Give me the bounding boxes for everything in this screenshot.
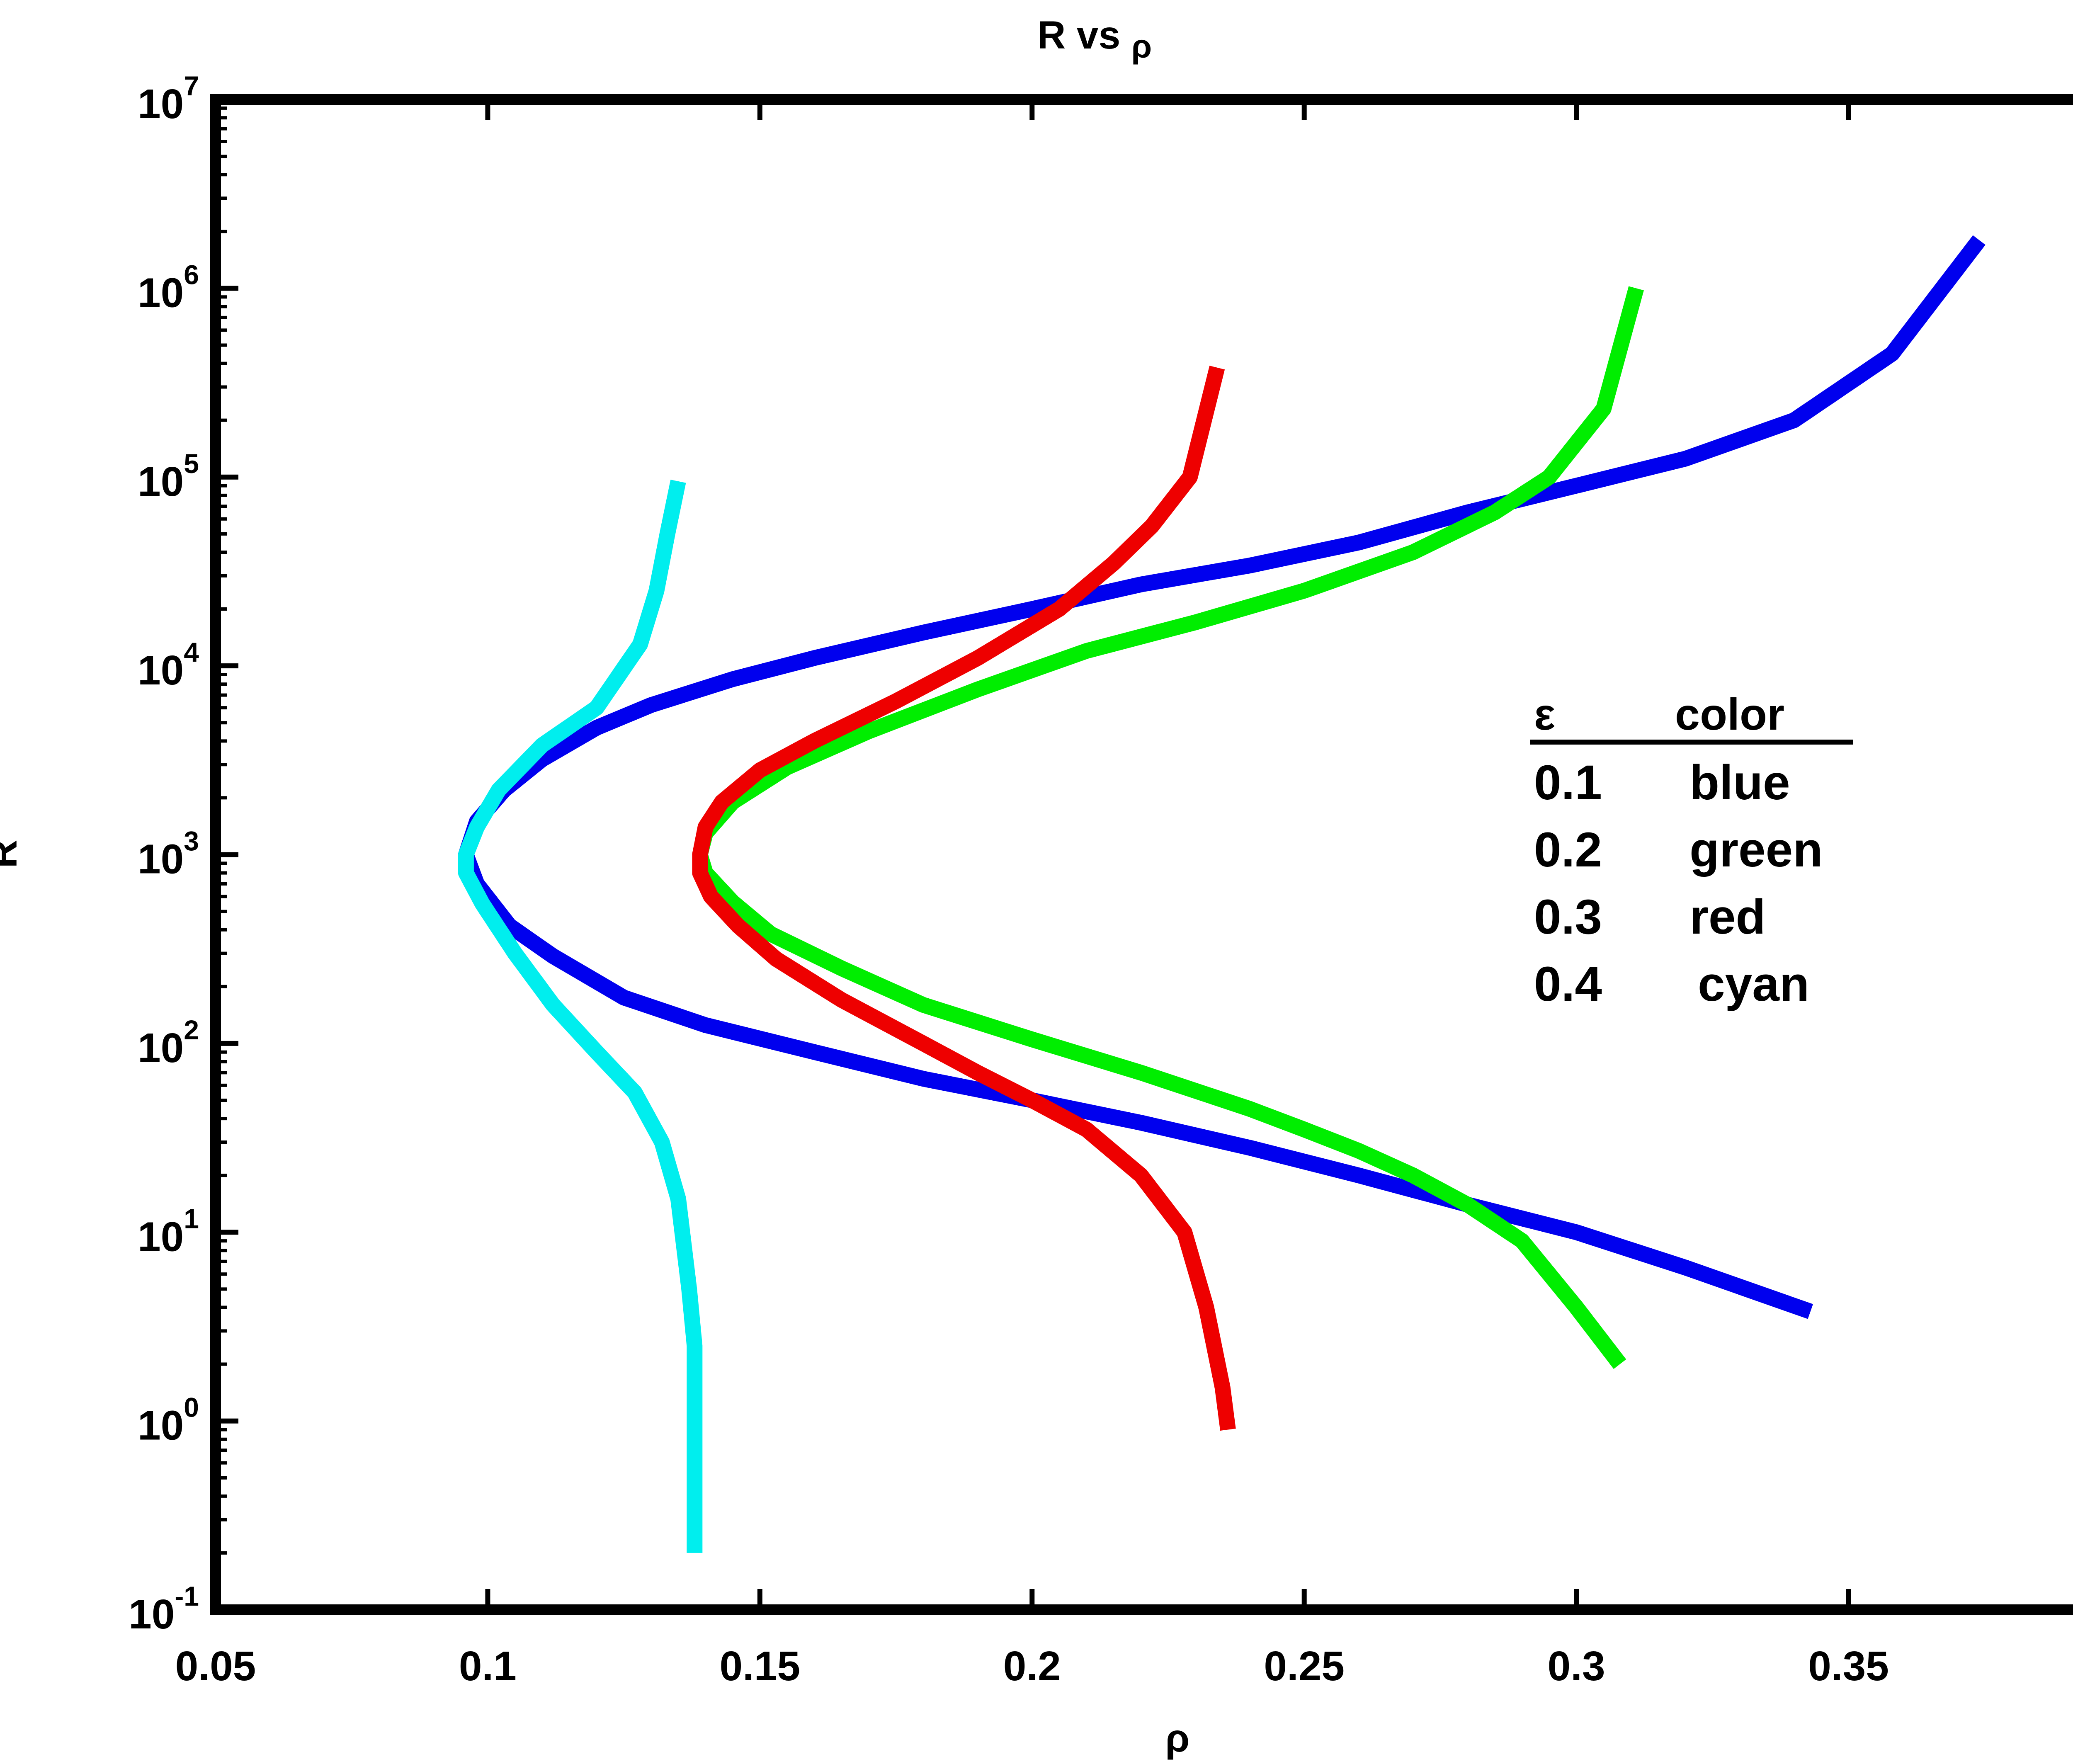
y-tick-base: 10 [138,647,184,694]
y-tick-exponent: 1 [184,1203,199,1234]
y-tick-label: 105 [138,448,199,505]
y-tick-base: 10 [138,836,184,883]
legend-row-4-color: cyan [1698,957,1809,1012]
y-tick-exponent: 6 [184,259,199,290]
series-lines [458,235,1986,1553]
x-tick-label: 0.25 [1264,1643,1345,1689]
y-tick-base: 10 [138,269,184,316]
y-tick-base: 10 [138,459,184,505]
legend-header-color: color [1675,689,1784,739]
legend-row-3-color: red [1689,890,1766,944]
chart-title: R vs ρ [1037,13,1152,65]
x-tick-label: 0.1 [459,1643,517,1689]
legend-header-epsilon: ε [1534,689,1555,739]
x-axis-ticks: 0.050.10.150.20.250.30.350.4 [175,99,1889,1689]
legend-row-2-color: green [1689,823,1823,877]
y-tick-label: 104 [138,637,199,694]
y-tick-label: 107 [138,70,199,127]
y-tick-exponent: 4 [184,637,199,667]
y-tick-exponent: 3 [184,826,199,857]
y-tick-exponent: 5 [184,448,199,479]
y-tick-base: 10 [129,1591,175,1638]
legend-row-4-epsilon: 0.4 [1534,957,1602,1012]
y-tick-exponent: 2 [184,1014,199,1045]
x-tick-label: 0.15 [720,1643,801,1689]
y-tick-label: 102 [138,1014,199,1071]
y-tick-base: 10 [138,1025,184,1071]
y-tick-exponent: 0 [184,1392,199,1423]
series-line-3 [692,366,1236,1431]
plot-frame [210,94,2073,1615]
legend-row-2-epsilon: 0.2 [1534,823,1602,877]
series-line-4 [458,480,703,1553]
y-tick-base: 10 [138,1402,184,1449]
y-tick-base: 10 [138,1213,184,1260]
y-tick-label: 101 [138,1203,199,1260]
y-tick-label: 103 [138,826,199,883]
x-axis-label: ρ [1165,1716,1190,1760]
y-tick-label: 100 [138,1392,199,1449]
x-tick-label: 0.2 [1003,1643,1061,1689]
chart-title-sub: ρ [1131,28,1152,65]
legend-row-3-epsilon: 0.3 [1534,890,1602,944]
x-tick-label: 0.3 [1548,1643,1605,1689]
x-tick-label: 0.05 [175,1643,256,1689]
y-tick-label: 106 [138,259,199,316]
y-tick-base: 10 [138,81,184,127]
chart-title-main: R vs [1037,13,1131,57]
y-tick-exponent: -1 [175,1581,199,1611]
y-tick-exponent: 7 [184,70,199,101]
y-tick-label: 10-1 [129,1581,199,1638]
legend-row-1-epsilon: 0.1 [1534,755,1602,810]
legend: ε color 0.1 blue 0.2 green 0.3 red 0.4 c… [1530,689,1853,1012]
x-tick-label: 0.35 [1808,1643,1889,1689]
legend-row-1-color: blue [1689,755,1790,810]
y-axis-label: R [0,840,25,869]
